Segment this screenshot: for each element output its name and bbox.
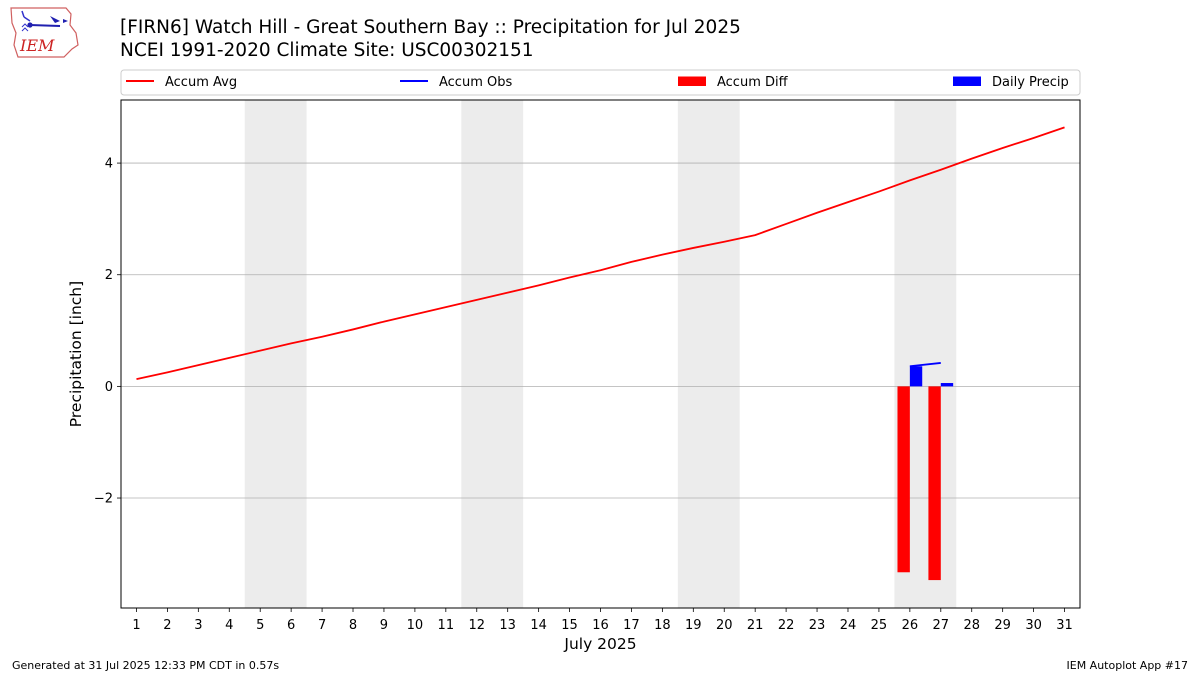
x-tick-label: 2	[163, 618, 171, 633]
x-tick-label: 27	[933, 618, 950, 633]
x-tick-label: 31	[1056, 618, 1073, 633]
accum-obs-line	[909, 362, 941, 368]
weekend-shade	[461, 100, 524, 608]
x-tick-label: 29	[994, 618, 1011, 633]
chart-title: [FIRN6] Watch Hill - Great Southern Bay …	[120, 17, 741, 38]
x-tick-label: 7	[318, 618, 326, 633]
x-tick-label: 15	[561, 618, 578, 633]
legend-label: Daily Precip	[992, 75, 1069, 90]
x-tick-label: 8	[349, 618, 357, 633]
daily-precip-bar	[940, 383, 954, 387]
legend-label: Accum Diff	[717, 75, 789, 90]
generated-note: Generated at 31 Jul 2025 12:33 PM CDT in…	[12, 659, 280, 672]
y-tick-label: −2	[94, 492, 113, 507]
accum-diff-bar	[897, 386, 910, 573]
accum-avg-line	[136, 126, 1065, 381]
legend-label: Accum Obs	[439, 75, 512, 90]
x-tick-label: 20	[716, 618, 733, 633]
x-tick-label: 4	[225, 618, 233, 633]
x-tick-label: 23	[809, 618, 826, 633]
x-tick-label: 3	[194, 618, 202, 633]
x-tick-label: 1	[132, 618, 140, 633]
y-axis-label: Precipitation [inch]	[67, 281, 85, 427]
logo-text: IEM	[19, 36, 55, 55]
x-tick-label: 13	[499, 618, 516, 633]
chart-subtitle: NCEI 1991-2020 Climate Site: USC00302151	[120, 40, 534, 61]
x-tick-label: 5	[256, 618, 264, 633]
weekend-shade	[244, 100, 307, 608]
x-tick-label: 16	[592, 618, 609, 633]
iem-logo: IEM	[10, 7, 79, 58]
x-tick-label: 18	[654, 618, 671, 633]
x-tick-label: 21	[747, 618, 764, 633]
legend-box	[120, 69, 1081, 96]
x-tick-label: 25	[871, 618, 888, 633]
legend-label: Accum Avg	[165, 75, 237, 90]
x-tick-label: 19	[685, 618, 702, 633]
x-tick-label: 26	[902, 618, 919, 633]
x-tick-label: 17	[623, 618, 640, 633]
weekend-shade	[677, 100, 740, 608]
y-tick-label: 2	[105, 268, 113, 283]
legend-swatch	[678, 76, 706, 86]
x-tick-label: 10	[407, 618, 424, 633]
x-tick-label: 30	[1025, 618, 1042, 633]
legend-swatch	[953, 76, 981, 86]
x-axis-label: July 2025	[563, 635, 636, 653]
x-tick-label: 14	[530, 618, 547, 633]
x-tick-label: 28	[963, 618, 980, 633]
x-tick-label: 22	[778, 618, 795, 633]
y-tick-label: 4	[105, 157, 113, 172]
autoplot-app-label: IEM Autoplot App #17	[1066, 659, 1189, 672]
x-tick-label: 6	[287, 618, 295, 633]
x-tick-label: 9	[380, 618, 388, 633]
accum-diff-bar	[928, 386, 941, 581]
x-tick-label: 24	[840, 618, 857, 633]
y-tick-label: 0	[105, 380, 113, 395]
x-tick-label: 11	[438, 618, 455, 633]
daily-precip-bar	[909, 366, 923, 387]
x-tick-label: 12	[468, 618, 485, 633]
